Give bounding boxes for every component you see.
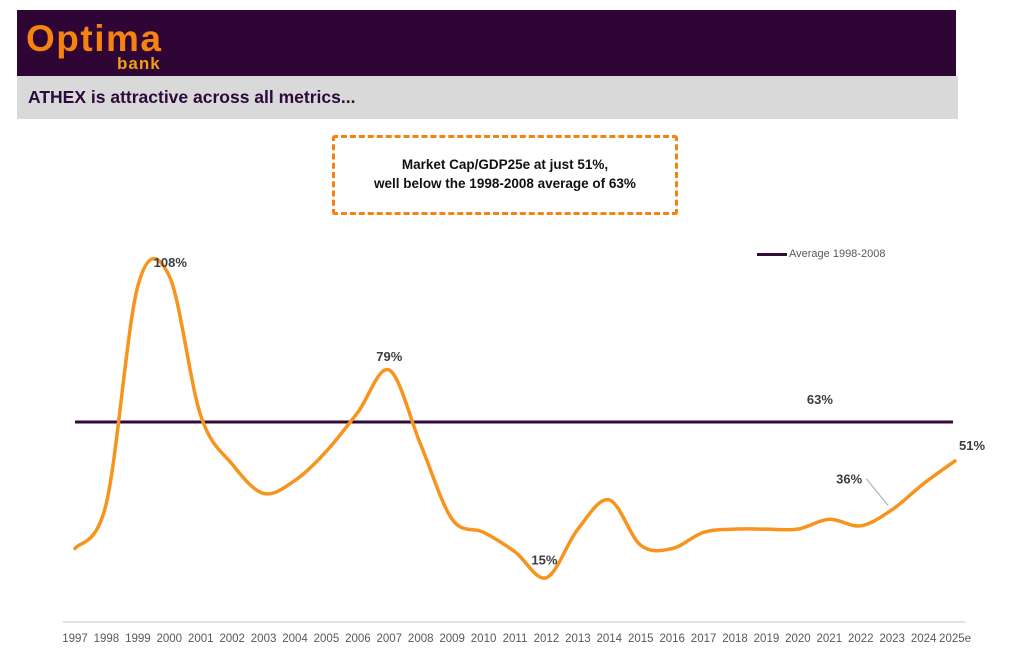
x-axis-label-2021: 2021	[817, 633, 843, 645]
x-axis-label-2010: 2010	[471, 633, 497, 645]
data-label-36: 36%	[836, 472, 862, 487]
x-axis-label-2016: 2016	[659, 633, 685, 645]
data-label-108: 108%	[154, 255, 188, 270]
x-axis-label-2019: 2019	[754, 633, 780, 645]
data-label-51: 51%	[959, 438, 985, 453]
slide-title-bar: ATHEX is attractive across all metrics..…	[17, 76, 958, 119]
x-axis-label-2017: 2017	[691, 633, 717, 645]
callout-box: Market Cap/GDP25e at just 51%, well belo…	[332, 135, 678, 215]
x-axis-label-2022: 2022	[848, 633, 874, 645]
x-axis-label-2012: 2012	[534, 633, 560, 645]
x-axis-label-2013: 2013	[565, 633, 591, 645]
x-axis-label-2003: 2003	[251, 633, 277, 645]
callout-line2: well below the 1998-2008 average of 63%	[374, 176, 636, 191]
data-label-63: 63%	[807, 392, 833, 407]
x-axis-label-2014: 2014	[597, 633, 623, 645]
legend-line-swatch	[757, 252, 787, 256]
chart-legend: Average 1998-2008	[757, 248, 885, 260]
x-axis-label-2024: 2024	[911, 633, 937, 645]
x-axis-label-2011: 2011	[503, 633, 528, 645]
data-label-15: 15%	[531, 553, 557, 568]
logo-subtitle: bank	[117, 54, 161, 73]
x-axis-label-2004: 2004	[282, 633, 308, 645]
x-axis-label-1999: 1999	[125, 633, 151, 645]
x-axis-label-2007: 2007	[377, 633, 403, 645]
x-axis-label-2002: 2002	[219, 633, 245, 645]
legend-label: Average 1998-2008	[789, 248, 886, 260]
data-label-79: 79%	[376, 349, 402, 364]
page-title: ATHEX is attractive across all metrics..…	[28, 87, 356, 107]
logo-wordmark: Optima	[26, 18, 163, 59]
header-bar: Optima bank	[17, 10, 956, 76]
x-axis-label-2023: 2023	[879, 633, 905, 645]
x-axis-label-2015: 2015	[628, 633, 654, 645]
x-axis-label-2009: 2009	[439, 633, 465, 645]
x-axis-label-2005: 2005	[314, 633, 340, 645]
x-axis-label-2006: 2006	[345, 633, 371, 645]
x-axis-label-2020: 2020	[785, 633, 811, 645]
x-axis-label-2025e: 2025e	[939, 633, 971, 645]
x-axis-label-2018: 2018	[722, 633, 748, 645]
x-axis-label-2000: 2000	[156, 633, 182, 645]
x-axis-label-1997: 1997	[62, 633, 88, 645]
leader-line	[865, 478, 889, 506]
x-axis-label-1998: 1998	[94, 633, 120, 645]
callout-line1: Market Cap/GDP25e at just 51%,	[401, 157, 609, 173]
market-cap-gdp-line	[73, 256, 957, 580]
x-axis-label-2008: 2008	[408, 633, 434, 645]
x-axis-label-2001: 2001	[188, 633, 214, 645]
